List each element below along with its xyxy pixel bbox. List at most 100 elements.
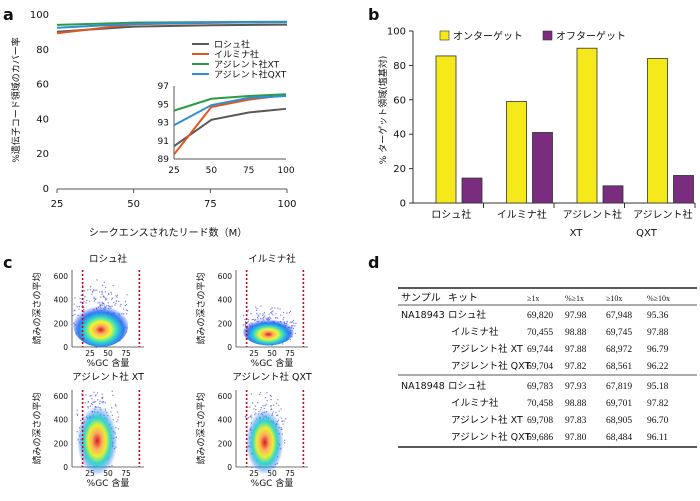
c-scatter-point — [256, 312, 258, 315]
c-scatter-point — [104, 286, 107, 288]
table-value-cell: 96.79 — [647, 345, 669, 355]
c-y-tick-label: 0 — [227, 463, 232, 472]
c-scatter-point — [115, 295, 117, 297]
c-scatter-point — [116, 420, 118, 423]
panel-label-d: d — [368, 253, 379, 272]
table-value-cell: 95.36 — [647, 311, 669, 321]
c-scatter-point — [263, 312, 266, 314]
c-y-tick-label: 200 — [218, 319, 233, 328]
c-scatter-point — [294, 325, 296, 327]
table-value-cell: 97.88 — [565, 345, 587, 355]
c-scatter-point — [87, 407, 89, 409]
c-scatter-point — [102, 302, 104, 304]
b-legend-label: オフターゲット — [556, 31, 626, 43]
c-scatter-point — [96, 289, 98, 291]
c-scatter-point — [284, 439, 286, 441]
c-scatter-point — [110, 411, 112, 413]
c-scatter-point — [262, 313, 264, 315]
c-scatter-point — [289, 310, 292, 313]
table-value-cell: 96.22 — [647, 362, 669, 372]
c-scatter-point — [73, 303, 75, 305]
a-y-tick-label: 60 — [36, 80, 49, 91]
c-density-core — [73, 303, 129, 347]
c-scatter-point — [260, 406, 262, 409]
c-scatter-point — [111, 464, 113, 467]
c-scatter-point — [270, 404, 272, 407]
c-scatter-point — [74, 309, 76, 311]
table-value-cell: 97.88 — [647, 328, 669, 338]
c-scatter-point — [95, 298, 97, 300]
c-scatter-point — [278, 404, 280, 406]
table-value-cell: 98.88 — [565, 328, 587, 338]
c-x-axis-label: %GC 含量 — [87, 357, 130, 369]
c-scatter-point — [84, 296, 86, 298]
c-scatter-point — [272, 411, 274, 413]
c-scatter-point — [275, 313, 277, 315]
c-scatter-point — [247, 321, 249, 323]
c-scatter-point — [254, 405, 257, 407]
c-scatter-point — [126, 294, 128, 296]
b-legend-swatch — [542, 30, 553, 41]
c-scatter-point — [103, 296, 105, 299]
c-scatter-point — [286, 321, 288, 323]
c-scatter-point — [113, 301, 115, 304]
c-scatter-point — [281, 428, 283, 431]
table-header-cell: キット — [448, 293, 478, 304]
c-scatter-point — [266, 392, 268, 394]
c-scatter-point — [247, 417, 249, 419]
c-scatter-point — [244, 324, 247, 327]
table-header-cell: %≥10x — [647, 294, 670, 303]
b-y-axis-label: % ターゲット領域(塩基対) — [377, 56, 389, 164]
c-scatter-point — [249, 406, 251, 408]
c-y-tick-label: 200 — [54, 439, 69, 448]
c-scatter-point — [272, 404, 275, 406]
c-scatter-point — [279, 308, 281, 310]
c-scatter-point — [282, 423, 284, 425]
table-value-cell: 96.70 — [647, 416, 669, 426]
table-value-cell: 97.93 — [565, 382, 587, 392]
table-sample-id: NA18948 — [401, 381, 445, 392]
c-scatter-point — [80, 419, 82, 422]
c-scatter-point — [250, 415, 252, 418]
c-scatter-point — [93, 296, 95, 298]
c-scatter-point — [270, 398, 272, 401]
c-scatter-point — [292, 325, 294, 327]
c-scatter-point — [93, 300, 95, 302]
table-value-cell: 98.88 — [565, 399, 587, 409]
c-scatter-point — [117, 428, 119, 430]
b-y-tick-label: 80 — [393, 61, 406, 72]
c-scatter-point — [269, 394, 272, 396]
c-scatter-point — [274, 307, 276, 309]
c-scatter-point — [78, 305, 81, 308]
table-header-cell: ≥1x — [527, 294, 539, 303]
c-scatter-point — [270, 308, 272, 310]
table-kit-cell: アジレント社 QXT — [451, 431, 530, 443]
c-scatter-point — [127, 309, 129, 312]
b-bar — [576, 47, 598, 204]
c-scatter-point — [262, 314, 264, 317]
c-scatter-point — [111, 414, 113, 417]
table-kit-cell: イルミナ社 — [451, 326, 499, 338]
c-scatter-point — [108, 294, 110, 296]
c-scatter-point — [254, 414, 256, 416]
c-y-tick-label: 400 — [218, 296, 233, 305]
c-scatter-point — [283, 317, 285, 319]
c-scatter-point — [260, 305, 262, 307]
c-y-axis-label: 読みの深さの平均 — [195, 272, 207, 344]
line-chart-a: %遺伝子コード領域のカバー率 シークエンスされたリード数（M） 0 20 40 60 8… — [10, 10, 297, 239]
c-scatter-point — [275, 402, 278, 405]
panel-label-c: c — [3, 253, 12, 272]
b-bar — [435, 55, 457, 204]
c-scatter-point — [102, 402, 104, 404]
c-scatter-point — [114, 304, 116, 306]
c-scatter-point — [89, 405, 91, 407]
c-scatter-point — [86, 300, 88, 302]
c-y-tick-label: 400 — [54, 416, 69, 425]
b-y-tick-label: 60 — [393, 95, 406, 106]
c-scatter-point — [272, 310, 274, 312]
table-value-cell: 67,819 — [606, 382, 632, 392]
c-scatter-point — [85, 394, 87, 396]
a-y-axis-label: %遺伝子コード領域のカバー率 — [10, 37, 22, 163]
c-scatter-point — [262, 405, 264, 407]
